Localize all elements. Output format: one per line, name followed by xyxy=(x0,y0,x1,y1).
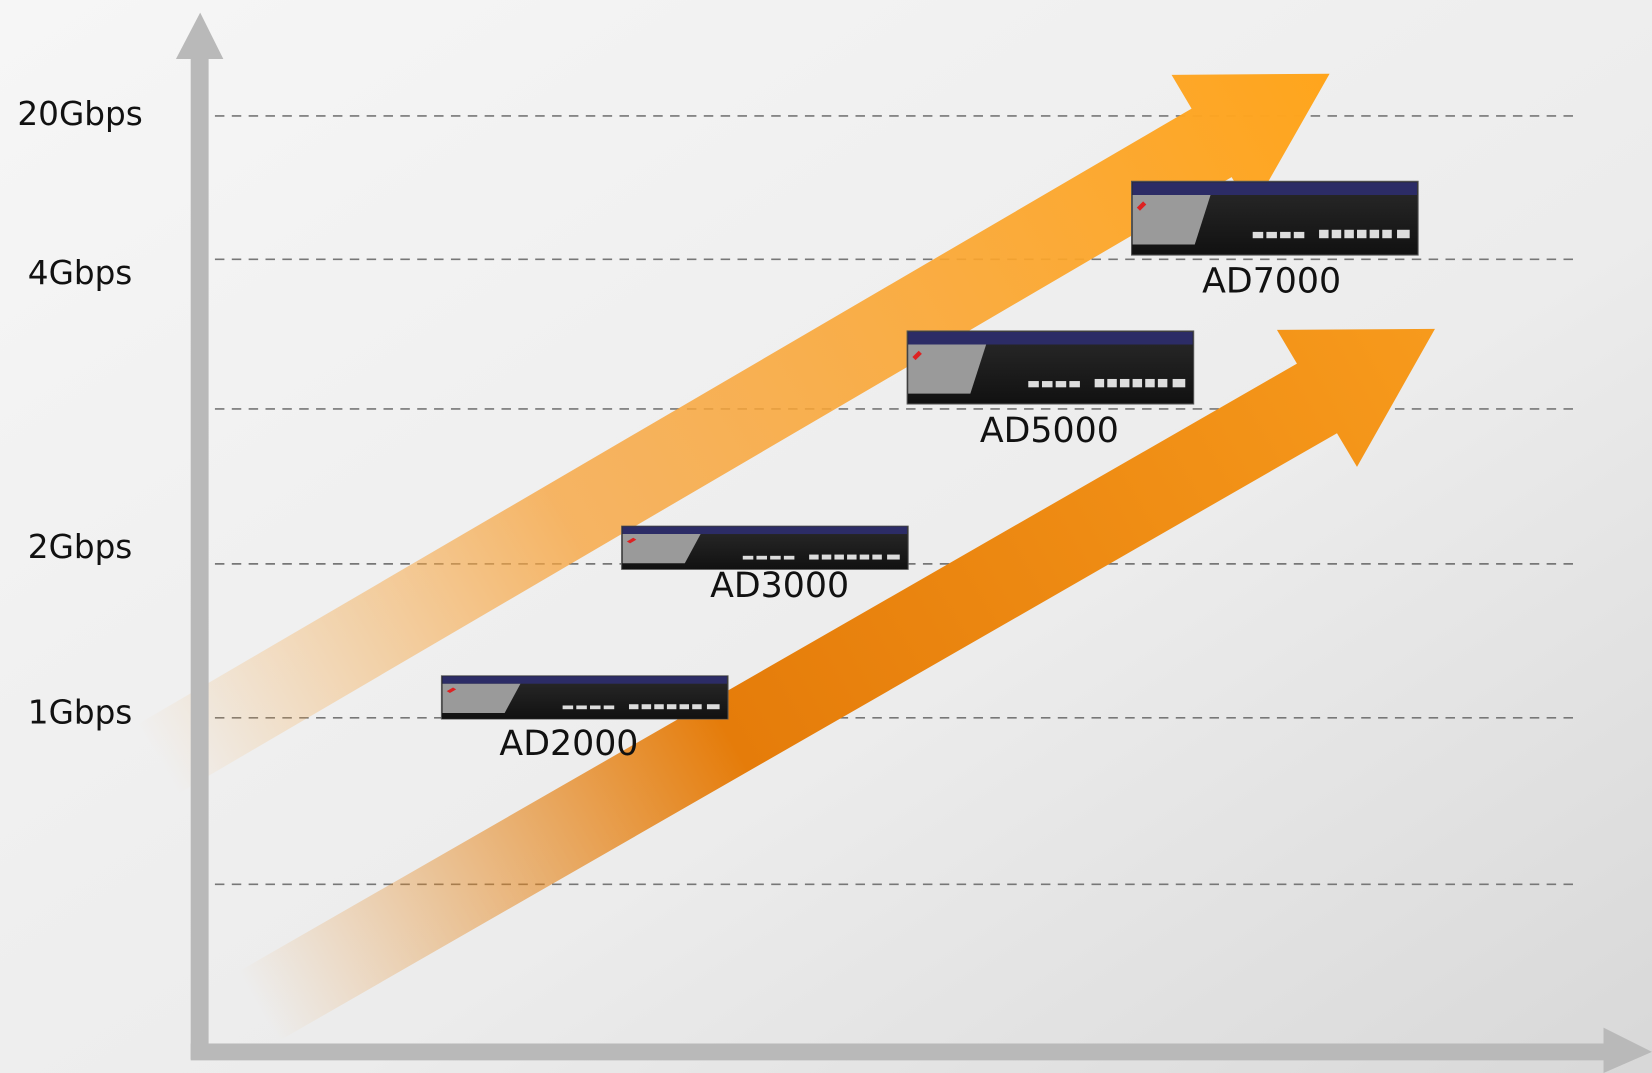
growth-arrow xyxy=(138,73,1330,794)
device-label: AD5000 xyxy=(980,411,1119,451)
y-axis-labels: 20Gbps 4Gbps 2Gbps 1Gbps xyxy=(17,95,142,732)
device-image xyxy=(440,675,729,720)
axes xyxy=(175,12,1652,1073)
y-label: 1Gbps xyxy=(28,694,133,732)
device-label: AD3000 xyxy=(710,566,849,606)
device-image xyxy=(906,330,1195,405)
growth-arrow xyxy=(238,328,1435,1042)
device-label: AD7000 xyxy=(1202,261,1341,301)
device-image xyxy=(1131,180,1419,256)
y-label: 2Gbps xyxy=(28,528,133,566)
y-label: 4Gbps xyxy=(28,254,133,292)
device-label: AD2000 xyxy=(499,724,638,764)
y-label: 20Gbps xyxy=(17,95,142,133)
device-image xyxy=(621,525,909,571)
devices: AD2000 AD3000 AD5000 AD7000 xyxy=(440,180,1419,764)
